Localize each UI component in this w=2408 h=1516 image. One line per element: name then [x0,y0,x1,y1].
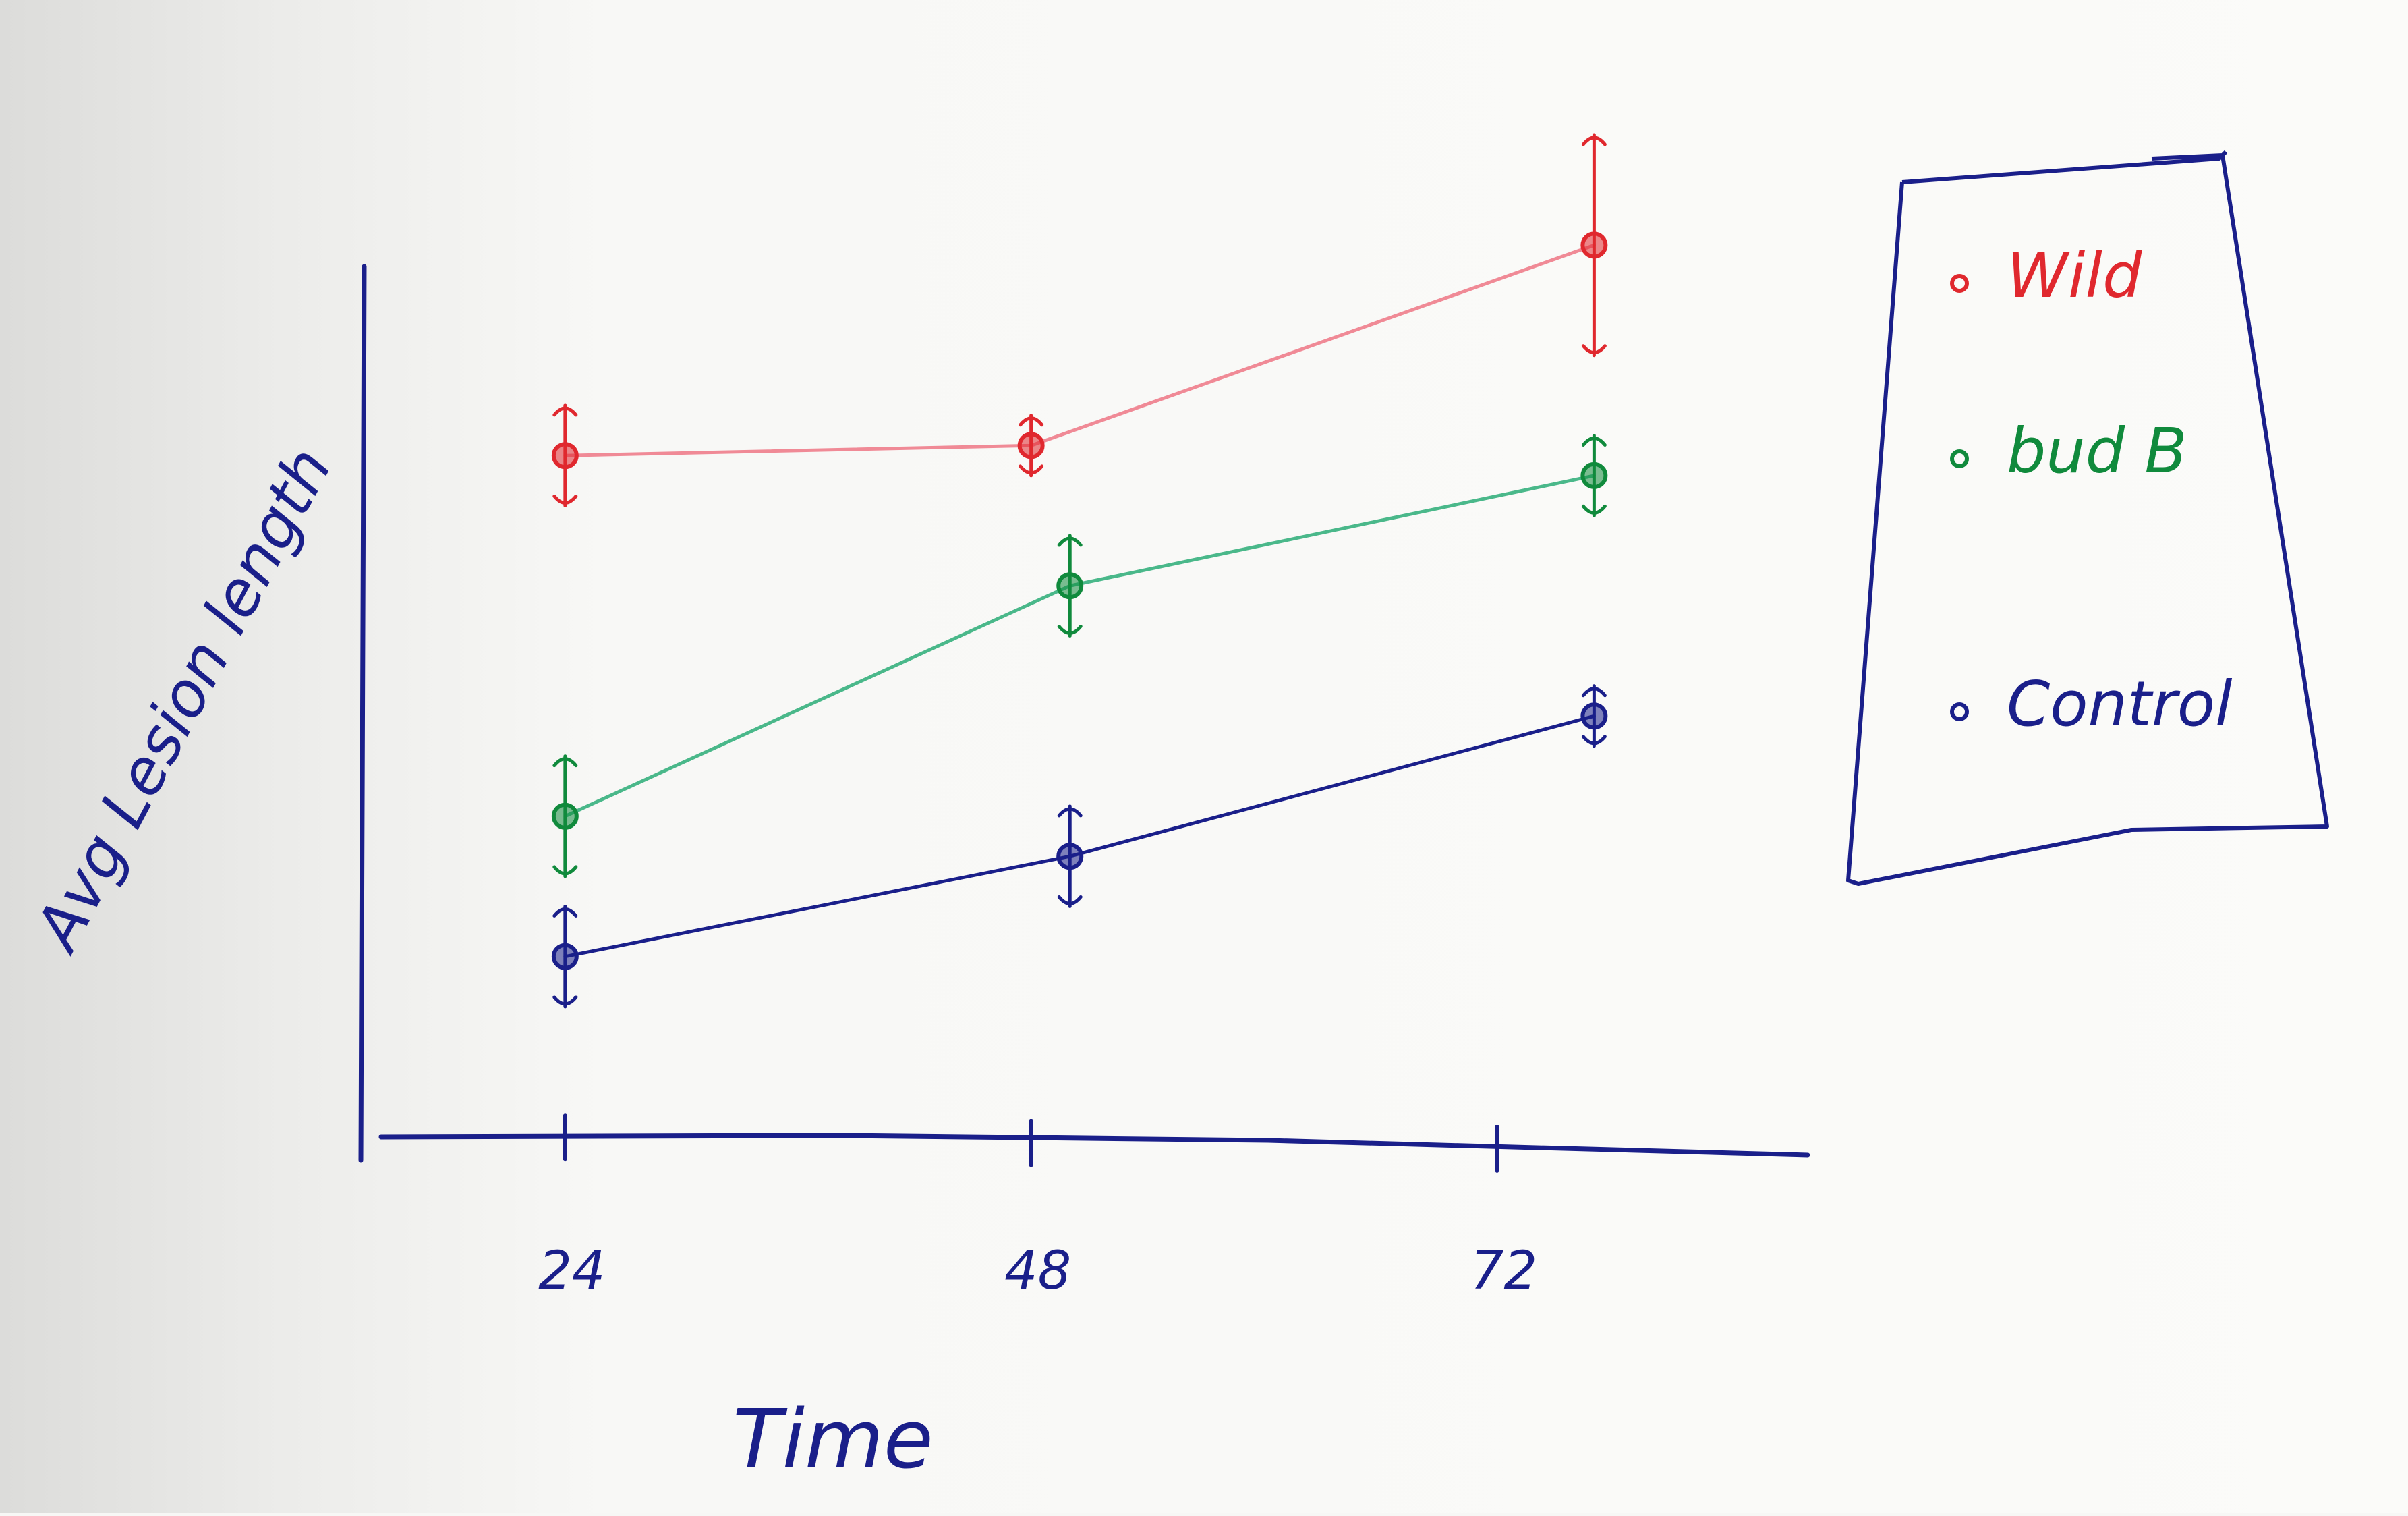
error-cap-top-bud-b-0 [552,757,578,768]
x-tick-label-72: 72 [1470,1241,1537,1301]
legend-marker-bud-b [1950,449,1969,468]
error-cap-top-wild-2 [1581,136,1607,146]
error-cap-bottom-bud-b-2 [1581,504,1607,515]
legend-label-control: Control [2007,668,2233,740]
legend-marker-control [1950,702,1969,721]
legend-marker-wild [1950,274,1969,293]
x-ticks: 24 48 72 [538,1113,1537,1301]
data-point-bud-b-1 [1056,572,1084,600]
data-point-control-1 [1056,843,1084,870]
error-cap-bottom-control-1 [1057,895,1083,905]
error-cap-bottom-wild-0 [552,494,578,505]
x-tick-label-24: 24 [538,1241,605,1301]
series-group [551,133,1608,1009]
data-point-bud-b-0 [551,802,579,830]
data-point-wild-0 [551,442,579,470]
error-cap-bottom-control-0 [552,995,578,1006]
y-axis-title-text: Avg Lesion length [20,437,345,964]
error-cap-top-bud-b-2 [1581,437,1607,447]
x-axis [378,1133,1810,1158]
data-point-wild-1 [1017,432,1045,459]
x-axis-title: Time [733,1393,933,1487]
error-cap-top-control-0 [552,907,578,918]
error-cap-top-wild-0 [552,406,578,417]
error-cap-top-wild-1 [1019,416,1044,427]
x-tick-label-48: 48 [1004,1241,1071,1301]
error-cap-bottom-wild-2 [1581,344,1607,355]
data-point-bud-b-2 [1580,461,1608,489]
error-cap-bottom-bud-b-1 [1057,625,1083,635]
error-cap-top-control-1 [1057,807,1083,818]
legend-box [1846,150,2329,886]
data-point-wild-2 [1580,231,1608,259]
data-point-control-0 [551,943,579,970]
series-line-wild [563,243,1596,457]
y-axis-title: Avg Lesion length [20,437,345,964]
legend: Wild bud B Control [1846,150,2329,886]
error-cap-bottom-wild-1 [1019,464,1044,475]
legend-label-bud-b: bud B [2007,415,2187,487]
error-cap-bottom-control-2 [1581,735,1607,746]
legend-label-wild: Wild [2007,240,2142,312]
error-cap-top-bud-b-1 [1057,536,1083,547]
error-cap-top-control-2 [1581,687,1607,698]
legend-entries: Wild bud B Control [1950,240,2233,740]
series-line-bud-b [563,474,1596,818]
data-point-control-2 [1580,702,1608,730]
error-cap-bottom-bud-b-0 [552,865,578,876]
series-line-control [563,714,1596,959]
y-axis [358,264,367,1163]
